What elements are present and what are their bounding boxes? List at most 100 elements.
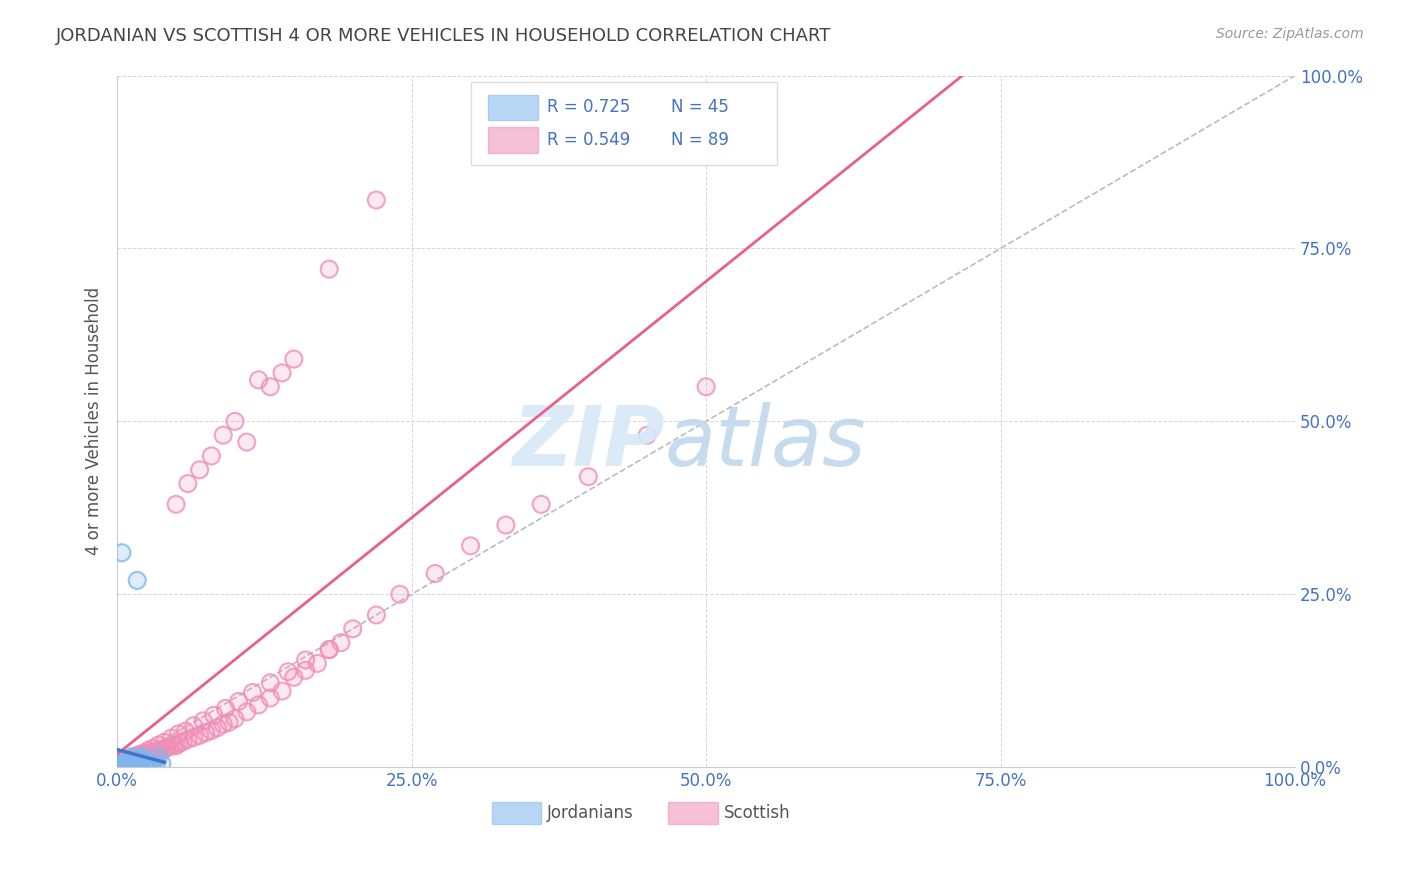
Point <box>122 756 145 770</box>
Point <box>120 753 142 767</box>
Point <box>112 758 135 772</box>
Point <box>112 756 135 770</box>
Point <box>132 750 155 764</box>
Point <box>114 757 136 772</box>
Point <box>120 753 142 767</box>
Point <box>111 758 134 772</box>
Point <box>163 738 186 752</box>
Point <box>132 747 155 761</box>
Y-axis label: 4 or more Vehicles in Household: 4 or more Vehicles in Household <box>86 287 103 556</box>
Point <box>120 749 142 764</box>
Point <box>114 756 136 770</box>
Point <box>224 414 246 428</box>
Point <box>117 753 139 767</box>
Point <box>118 755 141 769</box>
Point <box>120 756 142 770</box>
Point <box>283 670 305 684</box>
Point <box>271 684 294 698</box>
Point <box>194 725 217 739</box>
Point <box>460 539 482 553</box>
Point <box>118 753 141 767</box>
Point <box>294 653 316 667</box>
FancyBboxPatch shape <box>488 128 537 153</box>
Point <box>271 684 294 698</box>
Point <box>149 743 172 757</box>
Point <box>124 756 146 771</box>
Point <box>135 756 157 770</box>
Point <box>165 497 187 511</box>
Point <box>120 752 142 766</box>
Point <box>125 750 148 764</box>
Point <box>141 745 163 759</box>
Point <box>271 366 294 380</box>
Point <box>112 756 135 770</box>
Point <box>117 757 139 772</box>
Point <box>134 756 156 771</box>
Point <box>138 747 160 761</box>
Point <box>342 622 364 636</box>
Point <box>202 708 225 723</box>
Point <box>136 756 159 771</box>
Point <box>112 756 135 771</box>
Point <box>194 725 217 739</box>
Point <box>115 754 138 768</box>
Point <box>228 694 250 708</box>
Point <box>156 740 179 755</box>
Point <box>174 724 197 739</box>
Point <box>118 753 141 767</box>
FancyBboxPatch shape <box>471 82 776 165</box>
Point <box>163 738 186 752</box>
Point <box>120 756 142 770</box>
Point <box>145 756 167 771</box>
Point <box>183 719 205 733</box>
Point <box>120 753 142 767</box>
Point <box>120 756 142 770</box>
Point <box>167 727 190 741</box>
Point <box>118 755 141 769</box>
Point <box>259 380 281 394</box>
Point <box>127 574 149 588</box>
Point <box>277 665 299 679</box>
Point <box>124 751 146 765</box>
Point <box>159 739 181 754</box>
Point <box>114 756 136 770</box>
Point <box>259 380 281 394</box>
Point <box>112 756 135 771</box>
Point <box>139 747 162 761</box>
Point <box>307 657 329 671</box>
Point <box>460 539 482 553</box>
Point <box>388 587 411 601</box>
Point <box>112 756 135 771</box>
Text: N = 45: N = 45 <box>671 98 728 116</box>
Point <box>366 607 388 622</box>
Point <box>115 755 138 769</box>
Point <box>235 435 257 450</box>
Point <box>148 749 170 764</box>
Text: Jordanians: Jordanians <box>547 804 634 822</box>
Point <box>117 756 139 770</box>
Point <box>235 705 257 719</box>
Point <box>247 698 270 712</box>
Point <box>530 497 553 511</box>
Point <box>143 746 166 760</box>
Point <box>141 758 163 772</box>
Point <box>111 757 134 772</box>
Point <box>127 756 149 771</box>
Point <box>136 756 159 771</box>
Point <box>121 755 143 769</box>
Point <box>131 749 153 764</box>
Point <box>120 752 142 766</box>
Text: ZIP: ZIP <box>512 401 665 483</box>
Point <box>235 435 257 450</box>
Point <box>165 497 187 511</box>
Point <box>148 749 170 764</box>
Point <box>259 691 281 706</box>
Point <box>131 749 153 764</box>
Point <box>283 352 305 367</box>
Point <box>218 715 240 730</box>
Text: Source: ZipAtlas.com: Source: ZipAtlas.com <box>1216 27 1364 41</box>
Point <box>242 685 264 699</box>
Point <box>148 738 170 752</box>
Point <box>177 476 200 491</box>
Point <box>110 758 132 772</box>
